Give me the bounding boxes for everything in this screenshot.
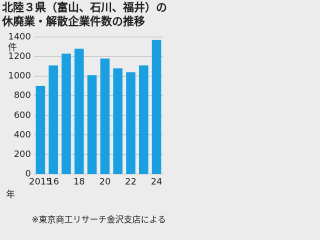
y-tick-label: 1400 bbox=[8, 33, 31, 43]
y-tick-label: 600 bbox=[14, 111, 31, 121]
y-tick-label: 200 bbox=[14, 150, 31, 160]
page: 北陸３県（富山、石川、福井）の 休廃業・解散企業件数の推移 件 年 ※東京商工リ… bbox=[1, 0, 167, 226]
y-tick-label: 1200 bbox=[8, 52, 31, 62]
bar bbox=[87, 75, 97, 174]
x-tick-label: 20 bbox=[99, 178, 111, 188]
x-tick-label: 22 bbox=[125, 178, 136, 188]
y-tick-label: 400 bbox=[14, 130, 31, 140]
chart: 北陸３県（富山、石川、福井）の 休廃業・解散企業件数の推移 件 年 ※東京商工リ… bbox=[1, 0, 167, 226]
chart-title: 休廃業・解散企業件数の推移 bbox=[1, 14, 145, 28]
bar bbox=[113, 68, 123, 174]
bar bbox=[151, 39, 162, 174]
y-unit: 件 bbox=[8, 42, 17, 54]
y-tick-label: 1000 bbox=[8, 72, 31, 82]
chart-title: 北陸３県（富山、石川、福井）の bbox=[2, 0, 167, 14]
bar bbox=[35, 85, 46, 174]
bar bbox=[48, 65, 58, 174]
y-tick-label: 0 bbox=[25, 170, 31, 180]
bar bbox=[139, 65, 149, 174]
source: ※東京商工リサーチ金沢支店による bbox=[32, 215, 166, 226]
y-tick-label: 800 bbox=[14, 91, 31, 101]
x-tick-label: 24 bbox=[151, 178, 163, 188]
bar bbox=[100, 58, 110, 174]
bar bbox=[74, 48, 84, 174]
x-unit: 年 bbox=[6, 189, 15, 201]
x-tick-label: 16 bbox=[48, 178, 60, 188]
bar bbox=[126, 72, 136, 174]
x-tick-label: 18 bbox=[73, 178, 85, 188]
bar bbox=[61, 53, 71, 175]
x-tick-label: 2015 bbox=[29, 178, 52, 188]
